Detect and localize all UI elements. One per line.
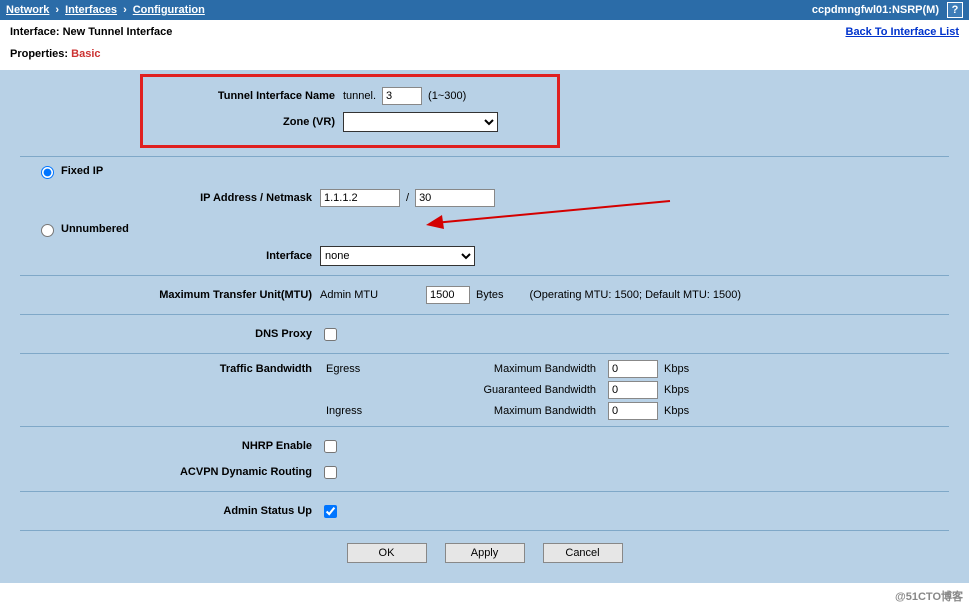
apply-button[interactable]: Apply [445, 543, 525, 563]
breadcrumb-interfaces[interactable]: Interfaces [65, 4, 117, 16]
page-header: Interface: New Tunnel Interface Back To … [0, 20, 969, 44]
divider [20, 353, 949, 354]
properties-label: Properties: [10, 48, 68, 60]
slash-sep: / [406, 192, 409, 204]
top-bar: Network › Interfaces › Configuration ccp… [0, 0, 969, 20]
traffic-bandwidth-block: Traffic Bandwidth Egress Maximum Bandwid… [20, 360, 949, 420]
highlight-box: Tunnel Interface Name tunnel. (1~300) Zo… [140, 74, 560, 148]
kbps-unit: Kbps [664, 363, 689, 375]
nhrp-label: NHRP Enable [20, 440, 320, 452]
dns-proxy-label: DNS Proxy [20, 328, 320, 340]
netmask-input[interactable] [415, 189, 495, 207]
interface-label: Interface: [10, 26, 60, 38]
egress-guar-input[interactable] [608, 381, 658, 399]
properties-row: Properties: Basic [0, 44, 969, 70]
fixed-ip-label: Fixed IP [61, 165, 103, 177]
interface-value: New Tunnel Interface [63, 26, 173, 38]
help-icon[interactable]: ? [947, 2, 963, 18]
unnumbered-radio[interactable] [41, 224, 54, 237]
unnumbered-label: Unnumbered [61, 223, 129, 235]
interface-label: Interface [20, 250, 320, 262]
acvpn-checkbox[interactable] [324, 466, 337, 479]
zone-vr-label: Zone (VR) [153, 116, 343, 128]
fixed-ip-radio[interactable] [41, 166, 54, 179]
back-link[interactable]: Back To Interface List [846, 26, 960, 38]
ip-netmask-label: IP Address / Netmask [20, 192, 320, 204]
divider [20, 530, 949, 531]
mtu-sublabel: Admin MTU [320, 289, 420, 301]
ip-address-input[interactable] [320, 189, 400, 207]
divider [20, 491, 949, 492]
content-area: Tunnel Interface Name tunnel. (1~300) Zo… [0, 70, 969, 583]
tunnel-number-input[interactable] [382, 87, 422, 105]
divider [20, 426, 949, 427]
mtu-note: (Operating MTU: 1500; Default MTU: 1500) [530, 289, 742, 301]
watermark: @51CTO博客 [895, 588, 963, 604]
ingress-max-input[interactable] [608, 402, 658, 420]
dns-proxy-checkbox[interactable] [324, 328, 337, 341]
ok-button[interactable]: OK [347, 543, 427, 563]
breadcrumb-configuration[interactable]: Configuration [133, 4, 205, 16]
divider [20, 314, 949, 315]
ingress-label: Ingress [326, 405, 436, 417]
tunnel-prefix: tunnel. [343, 90, 376, 102]
divider [20, 156, 949, 157]
tunnel-hint: (1~300) [428, 90, 466, 102]
kbps-unit: Kbps [664, 384, 689, 396]
mtu-label: Maximum Transfer Unit(MTU) [20, 289, 320, 301]
chevron-right-icon: › [123, 4, 127, 16]
mtu-unit: Bytes [476, 289, 504, 301]
admin-up-checkbox[interactable] [324, 505, 337, 518]
egress-max-label: Maximum Bandwidth [442, 363, 602, 375]
tunnel-name-label: Tunnel Interface Name [153, 90, 343, 102]
zone-vr-select[interactable] [343, 112, 498, 132]
acvpn-label: ACVPN Dynamic Routing [20, 466, 320, 478]
ingress-max-label: Maximum Bandwidth [442, 405, 602, 417]
egress-guar-label: Guaranteed Bandwidth [442, 384, 602, 396]
properties-value: Basic [71, 48, 100, 60]
divider [20, 275, 949, 276]
breadcrumb-network[interactable]: Network [6, 4, 49, 16]
breadcrumb: Network › Interfaces › Configuration [6, 4, 812, 16]
mtu-input[interactable] [426, 286, 470, 304]
kbps-unit: Kbps [664, 405, 689, 417]
button-row: OK Apply Cancel [20, 543, 949, 563]
admin-up-label: Admin Status Up [20, 505, 320, 517]
nhrp-checkbox[interactable] [324, 440, 337, 453]
chevron-right-icon: › [55, 4, 59, 16]
interface-select[interactable]: none [320, 246, 475, 266]
traffic-bandwidth-label: Traffic Bandwidth [20, 363, 320, 375]
cancel-button[interactable]: Cancel [543, 543, 623, 563]
egress-max-input[interactable] [608, 360, 658, 378]
egress-label: Egress [326, 363, 436, 375]
device-label: ccpdmngfwl01:NSRP(M) [812, 4, 939, 16]
